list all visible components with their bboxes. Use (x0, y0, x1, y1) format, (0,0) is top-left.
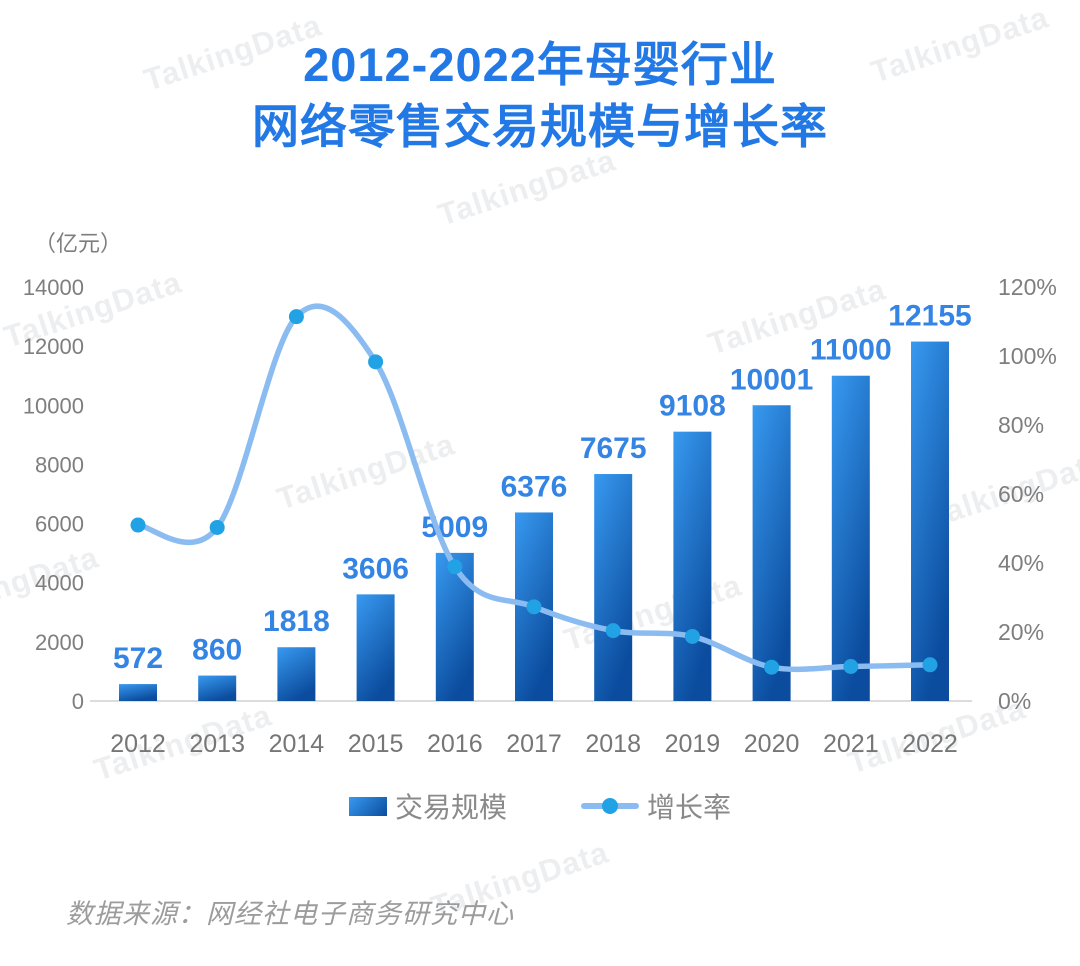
growth-rate-point-2018 (605, 623, 621, 639)
right-axis-tick-label: 80% (998, 412, 1044, 438)
left-axis-tick-label: 14000 (23, 275, 84, 300)
growth-rate-point-2021 (843, 659, 859, 674)
growth-rate-point-2017 (526, 599, 542, 615)
legend-label-growth-rate: 增长率 (647, 792, 732, 823)
data-source-note: 数据来源：网经社电子商务研究中心 (66, 899, 514, 929)
x-axis-year-label: 2017 (506, 730, 562, 758)
x-axis-year-label: 2013 (189, 730, 245, 758)
bar-value-label: 3606 (342, 552, 409, 585)
bar-2020 (752, 405, 791, 701)
growth-rate-point-2019 (684, 628, 700, 644)
legend-item-growth-rate: 增长率 (581, 786, 731, 826)
right-axis-tick-label: 40% (998, 550, 1044, 576)
x-axis-year-label: 2018 (585, 730, 641, 758)
left-axis-tick-label: 2000 (35, 630, 84, 655)
growth-rate-point-2020 (764, 659, 780, 675)
bar-2019 (673, 431, 712, 701)
bar-2015 (356, 594, 395, 701)
bar-series-swatch (348, 796, 387, 816)
bar-value-label: 10001 (730, 363, 813, 396)
chart-title-line-1: 2012-2022年母婴行业 (303, 38, 777, 91)
line-series-swatch (581, 798, 639, 814)
bar-value-label: 12155 (888, 300, 971, 333)
left-axis-tick-label: 0 (72, 689, 84, 714)
right-axis-tick-label: 20% (998, 619, 1044, 645)
line-series-swatch-dot (602, 798, 618, 814)
bar-2021 (831, 375, 870, 701)
x-axis-year-label: 2019 (665, 730, 721, 758)
bar-2022 (911, 341, 949, 701)
bar-2016 (435, 552, 474, 701)
chart-title-line-2: 网络零售交易规模与增长率 (252, 100, 828, 153)
legend: 交易规模 增长率 (0, 786, 1080, 826)
right-axis-tick-label: 60% (998, 481, 1044, 507)
x-axis-year-label: 2020 (744, 730, 800, 758)
bar-2014 (277, 647, 316, 701)
bar-2018 (594, 474, 633, 701)
right-axis-tick-label: 100% (998, 343, 1057, 369)
bar-value-label: 1818 (263, 605, 330, 638)
growth-rate-point-2014 (288, 309, 304, 325)
left-axis-tick-label: 8000 (35, 452, 84, 477)
right-axis-tick-label: 120% (998, 274, 1057, 300)
growth-rate-point-2022 (922, 657, 938, 673)
bar-value-label: 9108 (659, 390, 726, 423)
growth-rate-point-2015 (368, 354, 384, 370)
legend-label-transaction-scale: 交易规模 (394, 792, 507, 823)
bar-value-label: 11000 (810, 334, 892, 367)
left-axis-unit-label: （亿元） (34, 231, 123, 256)
bar-value-label: 6376 (501, 470, 568, 503)
left-axis-tick-label: 12000 (23, 334, 84, 359)
x-axis-year-label: 2015 (348, 730, 404, 758)
bar-2012 (119, 684, 157, 701)
left-axis-tick-label: 4000 (35, 571, 84, 596)
bar-value-label: 572 (113, 642, 163, 675)
left-axis-tick-label: 6000 (35, 512, 84, 537)
right-axis-tick-label: 0% (998, 688, 1031, 714)
growth-rate-point-2016 (447, 559, 463, 575)
x-axis-year-label: 2021 (823, 730, 879, 758)
x-axis-year-label: 2016 (427, 730, 483, 758)
growth-rate-point-2012 (130, 517, 146, 533)
bar-value-label: 7675 (580, 432, 647, 465)
legend-item-transaction-scale: 交易规模 (348, 786, 507, 826)
growth-rate-point-2013 (209, 519, 225, 535)
chart-title: 2012-2022年母婴行业 网络零售交易规模与增长率 (0, 34, 1080, 158)
left-axis-tick-label: 10000 (23, 393, 84, 418)
x-axis-year-label: 2012 (110, 730, 166, 758)
x-axis-year-label: 2022 (902, 730, 958, 758)
bar-value-label: 860 (192, 634, 242, 667)
x-axis-year-label: 2014 (269, 730, 325, 758)
bar-2013 (198, 675, 237, 701)
